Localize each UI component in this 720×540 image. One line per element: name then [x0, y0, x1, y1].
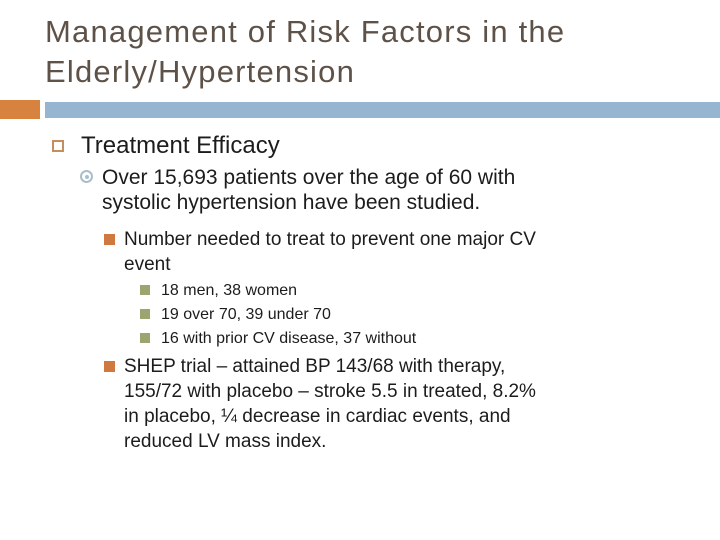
orange-square-bullet-icon: [104, 361, 115, 372]
olive-square-bullet-icon: [140, 309, 150, 319]
orange-accent-block: [0, 100, 40, 119]
target-circle-dot: [84, 174, 89, 179]
bullet-text: Number needed to treat to prevent one ma…: [124, 227, 536, 277]
bullet-text: SHEP trial – attained BP 143/68 with the…: [124, 354, 536, 454]
slide-title-line-2: Elderly/Hypertension: [45, 54, 356, 89]
shep-line-3: in placebo, ¼ decrease in cardiac events…: [124, 406, 511, 427]
study-line-1: Over 15,693 patients over the age of 60 …: [102, 166, 516, 189]
bullet-item-treatment-efficacy: Treatment Efficacy: [52, 131, 280, 161]
blue-divider-bar: [45, 102, 720, 118]
bullet-item-men-women: 18 men, 38 women: [140, 279, 416, 303]
bullet-group-nnt-details: 18 men, 38 women 19 over 70, 39 under 70…: [140, 279, 416, 351]
nnt-line-1: Number needed to treat to prevent one ma…: [124, 229, 536, 250]
orange-square-bullet-icon: [104, 234, 115, 245]
bullet-label: Treatment Efficacy: [81, 132, 280, 159]
detail-prior-cv: 16 with prior CV disease, 37 without: [161, 330, 417, 347]
detail-men-women: 18 men, 38 women: [161, 282, 298, 299]
detail-age-groups: 19 over 70, 39 under 70: [161, 306, 331, 323]
bullet-item-age-groups: 19 over 70, 39 under 70: [140, 303, 416, 327]
bullet-text: Over 15,693 patients over the age of 60 …: [102, 165, 515, 215]
shep-line-1: SHEP trial – attained BP 143/68 with the…: [124, 356, 506, 377]
olive-square-bullet-icon: [140, 285, 150, 295]
study-line-2: systolic hypertension have been studied.: [102, 191, 481, 214]
nnt-line-2: event: [124, 254, 171, 275]
shep-line-4: reduced LV mass index.: [124, 431, 327, 452]
bullet-item-number-needed-to-treat: Number needed to treat to prevent one ma…: [104, 227, 536, 277]
bullet-item-prior-cv-disease: 16 with prior CV disease, 37 without: [140, 327, 416, 351]
hollow-square-bullet-icon: [52, 140, 64, 152]
shep-line-2: 155/72 with placebo – stroke 5.5 in trea…: [124, 381, 536, 402]
slide-title-line-1: Management of Risk Factors in the: [45, 14, 566, 49]
slide-title: Management of Risk Factors in the Elderl…: [45, 12, 565, 92]
olive-square-bullet-icon: [140, 333, 150, 343]
bullet-item-shep-trial: SHEP trial – attained BP 143/68 with the…: [104, 354, 536, 454]
target-circle-bullet-icon: [80, 170, 93, 183]
bullet-item-study-overview: Over 15,693 patients over the age of 60 …: [80, 165, 515, 215]
